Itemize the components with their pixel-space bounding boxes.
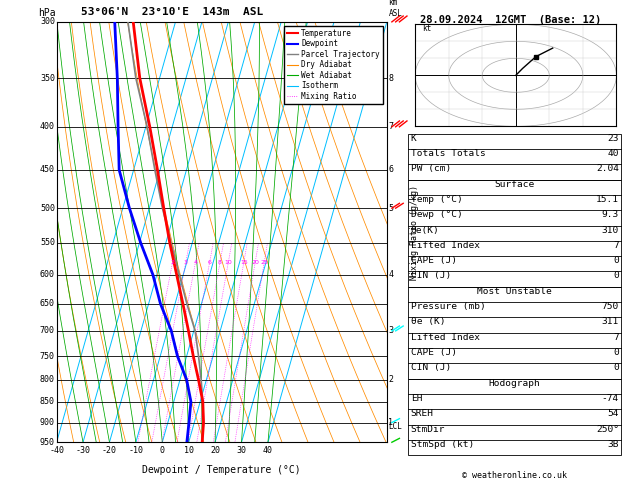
Legend: Temperature, Dewpoint, Parcel Trajectory, Dry Adiabat, Wet Adiabat, Isotherm, Mi: Temperature, Dewpoint, Parcel Trajectory… [284, 26, 383, 104]
Text: hPa: hPa [38, 8, 56, 17]
Text: -20: -20 [102, 447, 117, 455]
Text: 20: 20 [251, 260, 259, 265]
Text: 7: 7 [613, 332, 619, 342]
Text: -40: -40 [49, 447, 64, 455]
Text: -30: -30 [75, 447, 91, 455]
Text: 30: 30 [237, 447, 247, 455]
Text: 550: 550 [40, 239, 55, 247]
Text: 2: 2 [389, 375, 394, 384]
Text: 23: 23 [608, 134, 619, 143]
Text: 400: 400 [40, 122, 55, 131]
Text: Pressure (mb): Pressure (mb) [411, 302, 486, 311]
Text: 5: 5 [389, 204, 394, 213]
Text: 7: 7 [613, 241, 619, 250]
Text: -10: -10 [128, 447, 143, 455]
Text: 900: 900 [40, 418, 55, 427]
Text: StmDir: StmDir [411, 425, 445, 434]
Text: LCL: LCL [389, 422, 403, 431]
Text: 54: 54 [608, 409, 619, 418]
Text: 600: 600 [40, 270, 55, 279]
Text: 0: 0 [613, 256, 619, 265]
Text: 28.09.2024  12GMT  (Base: 12): 28.09.2024 12GMT (Base: 12) [420, 15, 601, 25]
Text: θe (K): θe (K) [411, 317, 445, 327]
Text: CIN (J): CIN (J) [411, 271, 451, 280]
Text: 10: 10 [184, 447, 194, 455]
Text: 2.04: 2.04 [596, 164, 619, 174]
Text: 15: 15 [240, 260, 248, 265]
Text: EH: EH [411, 394, 422, 403]
Text: 700: 700 [40, 327, 55, 335]
Text: Totals Totals: Totals Totals [411, 149, 486, 158]
Text: 310: 310 [602, 226, 619, 235]
Text: 750: 750 [602, 302, 619, 311]
Text: SREH: SREH [411, 409, 434, 418]
Text: 750: 750 [40, 351, 55, 361]
Text: 950: 950 [40, 438, 55, 447]
Text: 0: 0 [613, 271, 619, 280]
Text: 3: 3 [184, 260, 188, 265]
Text: 3: 3 [389, 327, 394, 335]
Text: © weatheronline.co.uk: © weatheronline.co.uk [462, 471, 567, 480]
Text: 0: 0 [613, 348, 619, 357]
Text: PW (cm): PW (cm) [411, 164, 451, 174]
Text: 2: 2 [170, 260, 175, 265]
Text: 500: 500 [40, 204, 55, 213]
Text: 9.3: 9.3 [602, 210, 619, 219]
Text: CIN (J): CIN (J) [411, 364, 451, 372]
Text: 450: 450 [40, 165, 55, 174]
Text: 10: 10 [225, 260, 232, 265]
Text: 40: 40 [608, 149, 619, 158]
Text: K: K [411, 134, 416, 143]
Text: 311: 311 [602, 317, 619, 327]
Text: 650: 650 [40, 299, 55, 308]
Text: 300: 300 [40, 17, 55, 26]
Text: 1: 1 [389, 418, 394, 427]
Text: Temp (°C): Temp (°C) [411, 195, 462, 204]
Text: Lifted Index: Lifted Index [411, 332, 480, 342]
Text: 0: 0 [613, 364, 619, 372]
Text: Hodograph: Hodograph [489, 379, 540, 388]
Text: Dewp (°C): Dewp (°C) [411, 210, 462, 219]
Text: -74: -74 [602, 394, 619, 403]
Text: 4: 4 [389, 270, 394, 279]
Text: Mixing Ratio (g/kg): Mixing Ratio (g/kg) [410, 185, 420, 279]
Text: 15.1: 15.1 [596, 195, 619, 204]
Text: 20: 20 [210, 447, 220, 455]
Text: 8: 8 [389, 73, 394, 83]
Text: 350: 350 [40, 73, 55, 83]
Text: 7: 7 [389, 122, 394, 131]
Text: CAPE (J): CAPE (J) [411, 348, 457, 357]
Text: Lifted Index: Lifted Index [411, 241, 480, 250]
Text: 6: 6 [208, 260, 211, 265]
Text: 25: 25 [260, 260, 268, 265]
Text: 6: 6 [389, 165, 394, 174]
Text: km
ASL: km ASL [389, 0, 403, 17]
Text: Surface: Surface [494, 180, 535, 189]
Text: Most Unstable: Most Unstable [477, 287, 552, 296]
Text: 800: 800 [40, 375, 55, 384]
Text: 3B: 3B [608, 440, 619, 449]
Text: 53°06'N  23°10'E  143m  ASL: 53°06'N 23°10'E 143m ASL [81, 7, 264, 17]
Text: 850: 850 [40, 397, 55, 406]
Text: 250°: 250° [596, 425, 619, 434]
Text: kt: kt [422, 24, 431, 33]
Text: StmSpd (kt): StmSpd (kt) [411, 440, 474, 449]
Text: θe(K): θe(K) [411, 226, 440, 235]
Text: Dewpoint / Temperature (°C): Dewpoint / Temperature (°C) [142, 466, 301, 475]
Text: 8: 8 [218, 260, 222, 265]
Text: 0: 0 [160, 447, 165, 455]
Text: CAPE (J): CAPE (J) [411, 256, 457, 265]
Text: 4: 4 [194, 260, 198, 265]
Text: 40: 40 [263, 447, 273, 455]
